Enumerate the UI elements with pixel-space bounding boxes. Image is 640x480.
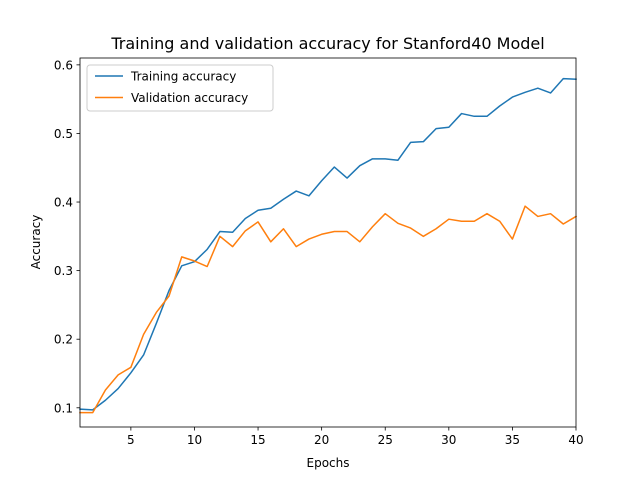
x-tick-label: 35 [505,433,520,447]
legend: Training accuracy Validation accuracy [86,64,274,112]
series-line-training [79,77,577,411]
x-axis-label: Epochs [307,456,350,470]
legend-label: Validation accuracy [131,91,248,105]
x-tick-label: 5 [127,433,135,447]
y-tick-label: 0.4 [54,196,73,210]
series-line-validation [79,205,578,414]
y-tick-label: 0.5 [54,127,73,141]
x-tick-label: 30 [441,433,456,447]
y-axis-ticks: 0.1 0.2 0.3 0.4 0.5 0.6 [54,58,80,415]
x-tick-label: 10 [187,433,202,447]
y-axis-label: Accuracy [29,215,43,270]
x-tick-label: 40 [568,433,583,447]
x-tick-label: 20 [314,433,329,447]
legend-frame [86,64,274,112]
x-tick-label: 25 [378,433,393,447]
y-tick-label: 0.3 [54,264,73,278]
axes-frame [79,57,577,428]
legend-label: Training accuracy [130,70,236,84]
chart-title: Training and validation accuracy for Sta… [110,34,544,53]
x-tick-label: 15 [250,433,265,447]
x-axis-ticks: 5 10 15 20 25 30 35 40 [127,427,584,447]
y-tick-label: 0.1 [54,401,73,415]
series-group [79,77,578,414]
y-tick-label: 0.2 [54,333,73,347]
y-tick-label: 0.6 [54,58,73,72]
